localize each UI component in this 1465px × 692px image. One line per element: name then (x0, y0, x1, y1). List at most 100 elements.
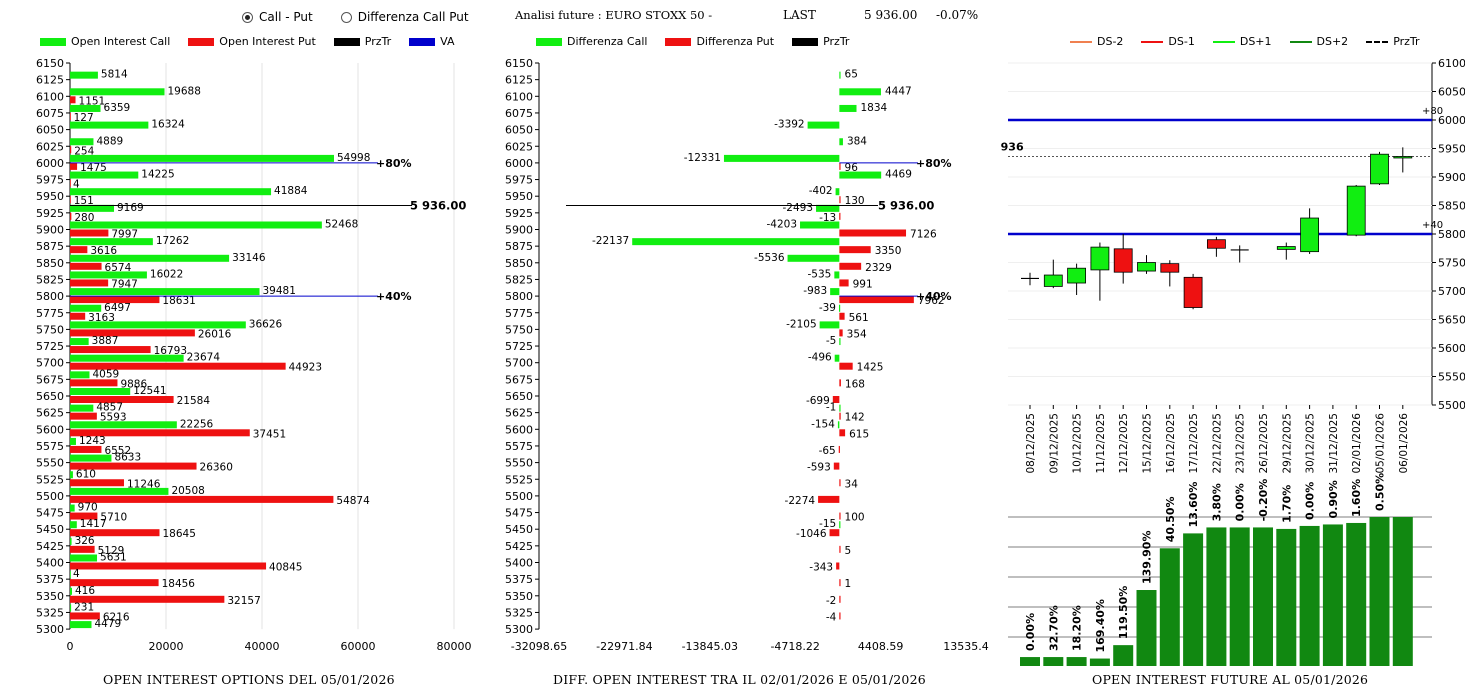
put-bar (70, 529, 160, 537)
candle-body (1370, 153, 1389, 185)
oi-pct-label: 18.20% (1071, 605, 1084, 651)
call-bar (70, 238, 153, 246)
oi-pct-label: 3.80% (1210, 483, 1223, 521)
call-diff-label: -983 (803, 285, 827, 297)
candle-body (1393, 156, 1413, 159)
orange-line-swatch (1070, 40, 1092, 43)
put-diff-label: 991 (853, 278, 873, 290)
legend-item: Open Interest Call (40, 35, 170, 48)
radio-call-put[interactable]: Call - Put (242, 10, 313, 24)
put-diff-bar (839, 379, 841, 387)
put-diff-label: -343 (809, 562, 833, 574)
y-tick-label: 5700 (36, 357, 64, 370)
y-tick-label: 5700 (1438, 285, 1465, 298)
radio-difference-label: Differenza Call Put (357, 10, 469, 24)
call-diff-bar (839, 171, 882, 179)
call-bar (70, 71, 98, 79)
call-value-label: 326 (75, 535, 95, 547)
call-value-label: 41884 (274, 185, 308, 197)
chart1-caption: OPEN INTEREST OPTIONS DEL 05/01/2026 (103, 672, 395, 687)
put-bar (70, 579, 159, 587)
put-value-label: 32157 (227, 595, 260, 607)
call-bar (70, 437, 76, 445)
put-diff-label: 1 (845, 578, 852, 590)
oi-pct-label: 40.50% (1164, 496, 1177, 542)
y-tick-label: 5400 (505, 557, 533, 570)
y-tick-label: 5975 (36, 174, 64, 187)
put-diff-label: 100 (845, 512, 865, 524)
y-tick-label: 5825 (36, 273, 64, 286)
chart3-caption: OPEN INTEREST FUTURE AL 05/01/2026 (1092, 672, 1369, 687)
call-diff-label: 65 (845, 69, 858, 81)
call-value-label: 970 (78, 502, 98, 514)
oi-pct-label: 0.00% (1304, 482, 1317, 520)
call-bar (70, 104, 101, 112)
legend-item: DS+1 (1212, 35, 1272, 48)
call-diff-bar (632, 238, 840, 246)
put-bar (70, 412, 97, 420)
date-label: 08/12/2025 (1025, 413, 1037, 474)
put-diff-bar (839, 362, 853, 370)
y-tick-label: 6050 (505, 124, 533, 137)
call-value-label: 4889 (96, 135, 123, 147)
put-bar (70, 612, 100, 620)
x-tick-label: 0 (67, 640, 74, 653)
call-value-label: 16022 (150, 268, 183, 280)
oi-pct-label: 1.60% (1350, 479, 1363, 517)
legend-label: Differenza Call (567, 35, 648, 48)
call-diff-bar (800, 221, 840, 229)
level-label: +80 (1422, 106, 1443, 117)
y-tick-label: 5725 (505, 340, 533, 353)
call-value-label: 8633 (114, 452, 141, 464)
diff-open-interest-chart: -32098.65 -22971.84 -13845.03 -4718.22 4408.… (505, 57, 989, 653)
oi-pct-label: 32.70% (1047, 605, 1060, 651)
put-diff-bar (839, 312, 845, 320)
y-tick-label: 5500 (36, 490, 64, 503)
y-tick-label: 5800 (36, 290, 64, 303)
last-label: LAST (783, 8, 816, 22)
put-bar (70, 246, 88, 254)
put-bar (70, 296, 160, 304)
oi-bar (1392, 517, 1413, 666)
y-tick-label: 5700 (505, 357, 533, 370)
call-bar (70, 321, 246, 329)
oi-pct-label: 0.00% (1234, 483, 1247, 521)
last-value: 5 936.00 (864, 8, 918, 22)
put-value-label: 5710 (100, 512, 127, 524)
put-value-label: 3163 (88, 312, 115, 324)
y-tick-label: 5925 (505, 207, 533, 220)
radio-difference[interactable]: Differenza Call Put (340, 10, 469, 24)
put-bar (70, 279, 109, 287)
date-label: 09/12/2025 (1048, 413, 1060, 474)
call-bar (70, 554, 98, 562)
legend-label: VA (440, 35, 455, 48)
put-bar (70, 212, 72, 220)
call-value-label: 231 (74, 601, 94, 613)
call-diff-label: -15 (819, 518, 836, 530)
legend-item: PrzTr (333, 35, 391, 48)
put-diff-bar (839, 262, 862, 270)
y-tick-label: 5950 (505, 190, 533, 203)
call-value-label: 22256 (180, 418, 214, 430)
y-tick-label: 5900 (36, 224, 64, 237)
candle-body (1346, 185, 1366, 236)
call-value-label: 1417 (80, 518, 107, 530)
y-tick-label: 5600 (1438, 342, 1465, 355)
put-diff-bar (839, 612, 841, 620)
date-label: 17/12/2025 (1188, 413, 1200, 474)
put-diff-bar (839, 229, 907, 237)
y-tick-label: 5875 (36, 240, 64, 253)
put-bar (70, 229, 109, 237)
put-diff-label: 130 (845, 195, 865, 207)
put-diff-label: -13 (819, 212, 836, 224)
put-value-label: 11246 (127, 478, 161, 490)
call-bar (70, 371, 90, 379)
put-value-label: 21584 (177, 395, 211, 407)
call-bar (70, 154, 334, 162)
put-value-label: 4 (73, 179, 80, 191)
put-value-label: 5593 (100, 412, 127, 424)
date-label: 26/12/2025 (1258, 413, 1270, 474)
call-value-label: 3887 (92, 335, 119, 347)
date-label: 29/12/2025 (1281, 413, 1293, 474)
legend-item: PrzTr (792, 35, 849, 48)
